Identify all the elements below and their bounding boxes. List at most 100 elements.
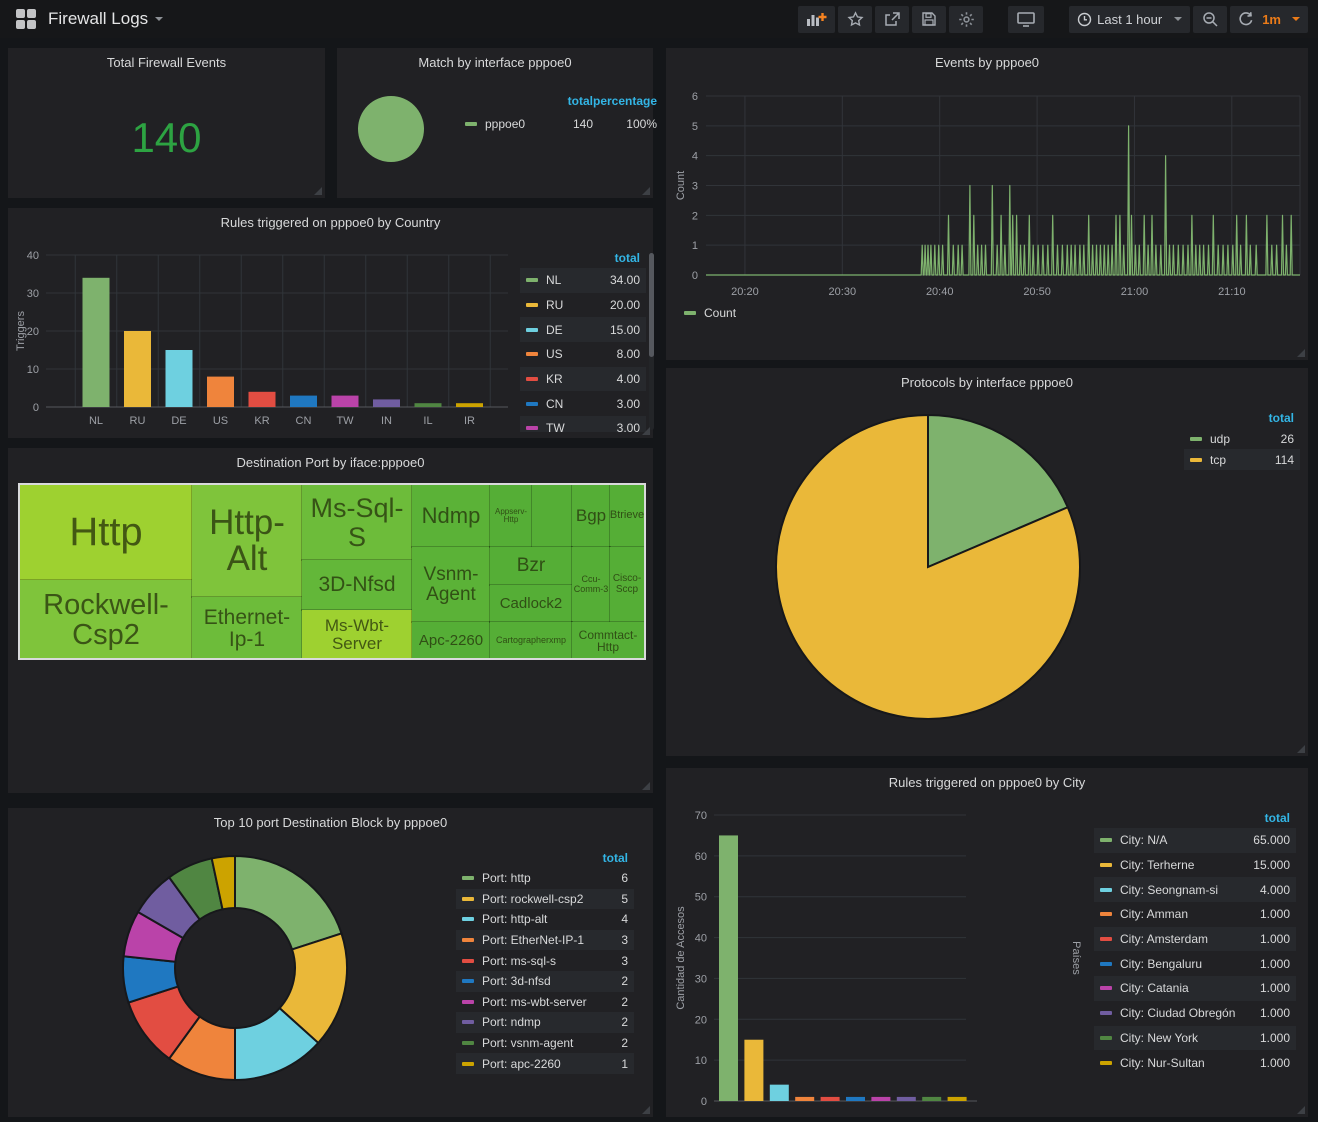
series-color-dash — [462, 1020, 474, 1025]
country-bar-chart: 0 10 20 30 40 NL RU DE US KR CN TW IN IL IR Triggers — [8, 208, 518, 443]
legend-row[interactable]: NL 34.00 — [520, 268, 646, 293]
dashboard-title[interactable]: Firewall Logs — [48, 9, 164, 29]
panel-resize-handle[interactable] — [1297, 1106, 1305, 1114]
clock-icon — [1077, 12, 1092, 27]
legend-label: KR — [546, 372, 563, 387]
legend-row[interactable]: Port: ndmp 2 — [456, 1012, 634, 1033]
legend-value: 8.00 — [616, 347, 640, 362]
legend-row[interactable]: Port: EtherNet-IP-1 3 — [456, 929, 634, 951]
legend-scrollbar-thumb[interactable] — [649, 253, 654, 357]
treemap-cell[interactable]: Ethernet-Ip-1 — [191, 596, 303, 658]
treemap-cell[interactable]: Ndmp — [411, 485, 491, 548]
panel-title[interactable]: Rules triggered on pppoe0 by Country — [220, 214, 441, 230]
legend-row[interactable]: tcp 114 — [1184, 449, 1300, 470]
treemap-cell[interactable]: Cisco-Sccp — [609, 546, 644, 623]
svg-text:Triggers: Triggers — [15, 311, 27, 351]
legend-row[interactable]: Port: ms-sql-s 3 — [456, 950, 634, 971]
treemap-cell-label: Http-Alt — [209, 502, 285, 578]
panel-title[interactable]: Top 10 port Destination Block by pppoe0 — [213, 814, 448, 830]
treemap-cell[interactable]: Http-Alt — [191, 485, 303, 598]
star-button[interactable] — [838, 5, 873, 33]
panel-title[interactable]: Total Firewall Events — [106, 54, 227, 70]
panel-title[interactable]: Destination Port by iface:pppoe0 — [236, 454, 425, 470]
treemap-cell[interactable]: Ms-Sql-S — [301, 485, 413, 561]
panel-title[interactable]: Events by pppoe0 — [934, 54, 1040, 70]
zoom-out-icon — [1202, 11, 1219, 28]
legend-row[interactable]: KR 4.00 — [520, 366, 646, 392]
legend-row[interactable]: City: New York 1.000 — [1094, 1025, 1296, 1051]
legend-row[interactable]: TW 3.00 — [520, 416, 646, 432]
legend-row[interactable]: Count — [684, 306, 736, 320]
panel-resize-handle[interactable] — [642, 782, 650, 790]
treemap-cell[interactable]: Commtact-Http — [571, 621, 644, 658]
treemap-cell[interactable] — [531, 485, 573, 548]
legend-value: 65.000 — [1253, 833, 1290, 848]
series-color-dash — [1190, 457, 1202, 462]
share-button[interactable] — [875, 5, 910, 33]
legend-row[interactable]: City: Terherne 15.000 — [1094, 853, 1296, 878]
panel-resize-handle[interactable] — [642, 427, 650, 435]
legend-row[interactable]: City: N/A 65.000 — [1094, 828, 1296, 853]
legend-row[interactable]: Port: http-alt 4 — [456, 909, 634, 930]
legend-row[interactable]: CN 3.00 — [520, 391, 646, 416]
panel-resize-handle[interactable] — [642, 187, 650, 195]
treemap-cell[interactable]: Ms-Wbt-Server — [301, 609, 413, 658]
panel-resize-handle[interactable] — [314, 187, 322, 195]
panel-resize-handle[interactable] — [642, 1106, 650, 1114]
series-color-dash — [526, 401, 538, 406]
legend-row[interactable]: City: Amsterdam 1.000 — [1094, 926, 1296, 952]
panel-resize-handle[interactable] — [1297, 349, 1305, 357]
legend-row[interactable]: Port: ms-wbt-server 2 — [456, 992, 634, 1013]
panel-resize-handle[interactable] — [1297, 745, 1305, 753]
legend-row[interactable]: pppoe0 140 100% — [465, 117, 657, 131]
legend-row[interactable]: DE 15.00 — [520, 317, 646, 343]
legend-row[interactable]: City: Seongnam-si 4.000 — [1094, 877, 1296, 903]
gear-icon — [958, 11, 975, 28]
treemap-cell[interactable]: Btrieve — [609, 485, 644, 548]
save-button[interactable] — [912, 5, 947, 33]
legend-row[interactable]: US 8.00 — [520, 342, 646, 367]
legend-row[interactable]: City: Bengaluru 1.000 — [1094, 951, 1296, 976]
zoom-out-button[interactable] — [1193, 5, 1228, 33]
legend-label: City: New York — [1120, 1030, 1199, 1045]
treemap-cell[interactable]: Appserv-Http — [489, 485, 533, 548]
treemap-cell[interactable]: Http — [20, 485, 193, 581]
legend-row[interactable]: Port: rockwell-csp2 5 — [456, 888, 634, 910]
legend-row[interactable]: Port: http 6 — [456, 868, 634, 889]
refresh-interval-label: 1m — [1262, 11, 1281, 27]
refresh-button[interactable]: 1m — [1230, 5, 1308, 33]
legend-row[interactable]: City: Nur-Sultan 1.000 — [1094, 1050, 1296, 1075]
series-color-dash — [462, 958, 474, 963]
legend-value: 5 — [621, 891, 628, 906]
treemap-cell[interactable]: Cadlock2 — [489, 584, 573, 623]
legend-row[interactable]: udp 26 — [1184, 428, 1300, 449]
treemap-cell-label: Rockwell-Csp2 — [43, 588, 169, 651]
panel-title[interactable]: Match by interface pppoe0 — [418, 54, 572, 70]
treemap-cell[interactable]: Vsnm-Agent — [411, 546, 491, 623]
add-panel-button[interactable] — [798, 5, 836, 33]
treemap-cell[interactable]: Rockwell-Csp2 — [20, 579, 193, 658]
svg-text:IN: IN — [381, 415, 392, 427]
treemap-cell[interactable]: Ccu-Comm-3 — [571, 546, 611, 623]
panel-title[interactable]: Protocols by interface pppoe0 — [901, 374, 1073, 390]
treemap-cell[interactable]: Apc-2260 — [411, 621, 491, 658]
legend-row[interactable]: Port: apc-2260 1 — [456, 1053, 634, 1074]
treemap-cell-label: Ccu-Comm-3 — [573, 574, 609, 594]
legend-row[interactable]: Port: vsnm-agent 2 — [456, 1033, 634, 1054]
grafana-apps-grid-icon[interactable] — [16, 9, 36, 29]
cycle-view-button[interactable] — [1008, 5, 1045, 33]
legend-row[interactable]: City: Catania 1.000 — [1094, 976, 1296, 1001]
panel-title[interactable]: Rules triggered on pppoe0 by City — [888, 774, 1086, 790]
treemap-cell[interactable]: 3D-Nfsd — [301, 559, 413, 611]
time-picker-button[interactable]: Last 1 hour — [1069, 5, 1191, 33]
legend-row[interactable]: City: Amman 1.000 — [1094, 902, 1296, 927]
legend-row[interactable]: Port: 3d-nfsd 2 — [456, 970, 634, 992]
treemap-cell[interactable]: Cartographerxmp — [489, 621, 573, 658]
legend-row[interactable]: RU 20.00 — [520, 293, 646, 318]
legend-row[interactable]: City: Ciudad Obregón 1.000 — [1094, 1001, 1296, 1026]
top-ports-donut-chart — [8, 808, 653, 1113]
settings-button[interactable] — [949, 5, 984, 33]
treemap-cell[interactable]: Bzr — [489, 546, 573, 586]
svg-text:40: 40 — [27, 250, 39, 262]
treemap-cell[interactable]: Bgp — [571, 485, 611, 548]
